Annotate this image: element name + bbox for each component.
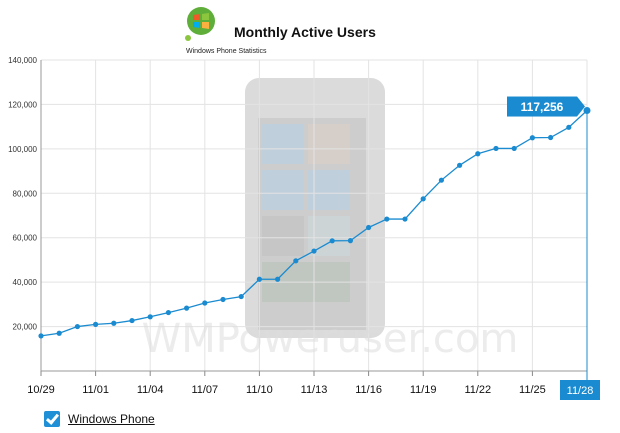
- callout-box: [507, 96, 577, 117]
- x-axis: 10/29 11/01 11/04 11/07 11/10 11/13 11/16 11/19…: [27, 370, 600, 400]
- data-point: [566, 124, 572, 130]
- data-point: [384, 216, 390, 222]
- x-tick-label: 11/19: [410, 384, 437, 396]
- phone-watermark: [245, 78, 385, 338]
- data-point: [457, 162, 463, 168]
- legend-label-windows-phone[interactable]: Windows Phone: [68, 412, 155, 426]
- y-tick-label: 100,000: [8, 145, 37, 154]
- x-tick-label: 11/04: [137, 384, 164, 396]
- data-point: [220, 296, 226, 303]
- data-point: [420, 196, 426, 202]
- data-point: [511, 145, 517, 152]
- y-tick-label: 40,000: [13, 278, 38, 287]
- x-tick-label: 11/13: [301, 384, 328, 396]
- data-point: [38, 333, 44, 339]
- legend: Windows Phone: [44, 411, 155, 427]
- data-point: [402, 216, 408, 222]
- data-point: [293, 258, 299, 264]
- legend-checkbox[interactable]: [44, 411, 60, 427]
- data-point: [311, 248, 317, 254]
- data-point: [184, 305, 190, 311]
- chart-title: Monthly Active Users: [234, 24, 376, 40]
- data-point: [529, 135, 536, 141]
- chart-subtitle: Windows Phone Statistics: [186, 48, 267, 55]
- callout-pointer: [577, 96, 585, 117]
- watermark-text: WMPoweruser.com: [142, 316, 519, 362]
- y-tick-label: 60,000: [13, 234, 38, 243]
- data-point: [56, 330, 62, 336]
- y-tick-label: 120,000: [8, 100, 37, 109]
- y-tick-label: 80,000: [13, 189, 38, 198]
- x-tick-label: 11/28: [567, 385, 594, 397]
- data-point: [366, 224, 372, 231]
- x-tick-label: 11/10: [246, 384, 273, 396]
- value-callout: 117,256: [507, 96, 588, 380]
- series-windows-phone: [38, 107, 591, 339]
- y-axis: 20,000 40,000 60,000 80,000 100,000 120,000 14…: [8, 56, 42, 371]
- data-point: [438, 177, 444, 183]
- data-point: [93, 321, 99, 327]
- x-tick-label: 10/29: [27, 384, 55, 396]
- y-tick-label: 140,000: [8, 56, 37, 65]
- x-tick-label: 11/01: [82, 384, 109, 396]
- data-point: [475, 151, 481, 157]
- y-tick-label: 20,000: [13, 323, 38, 332]
- data-point: [347, 238, 353, 244]
- data-point: [275, 276, 281, 282]
- data-point: [493, 145, 499, 152]
- data-point: [329, 238, 335, 244]
- data-point: [165, 309, 171, 316]
- data-point: [147, 314, 153, 320]
- x-tick-label: 11/16: [355, 384, 382, 396]
- windows-logo-icon: [185, 7, 215, 41]
- x-tick-label: 11/07: [191, 384, 218, 396]
- x-tick-label: 11/22: [464, 384, 491, 396]
- data-point: [202, 300, 208, 306]
- data-point: [256, 276, 262, 282]
- data-point: [74, 323, 80, 330]
- data-point: [238, 293, 244, 300]
- x-tick-label: 11/25: [519, 384, 546, 396]
- callout-label: 117,256: [521, 100, 564, 114]
- data-point: [111, 320, 117, 326]
- x-tick-highlight: [560, 380, 600, 400]
- data-point: [129, 317, 135, 324]
- data-point: [548, 134, 554, 141]
